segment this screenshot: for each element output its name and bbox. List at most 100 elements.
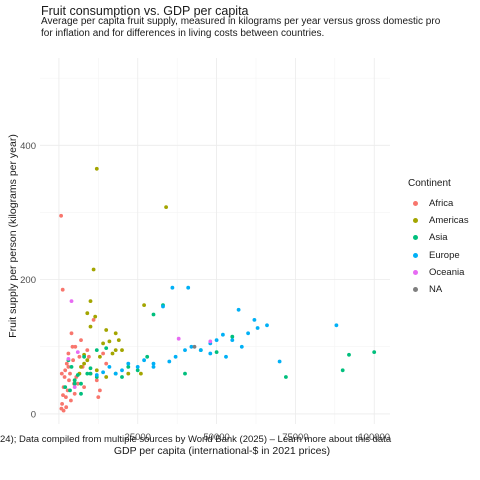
data-point-europe — [265, 323, 269, 328]
data-point-americas — [142, 303, 147, 307]
legend-label: NA — [429, 284, 443, 296]
data-point-americas — [139, 371, 143, 376]
data-point-europe — [252, 318, 257, 322]
data-point-asia — [68, 388, 72, 393]
subtitle-line-1: Average per capita fruit supply, measure… — [41, 16, 441, 27]
legend-label: Europe — [429, 249, 460, 261]
data-point-americas — [101, 341, 105, 346]
data-point-americas — [116, 338, 121, 342]
data-point-africa — [66, 351, 71, 356]
data-point-americas — [85, 358, 90, 363]
data-point-europe — [236, 307, 241, 312]
data-point-oceania — [176, 336, 181, 341]
data-point-asia — [126, 365, 131, 369]
data-point-africa — [77, 354, 82, 359]
data-point-americas — [91, 267, 96, 272]
y-tick-label: 200 — [20, 275, 36, 286]
data-point-americas — [85, 311, 90, 316]
data-point-africa — [82, 385, 86, 389]
data-point-africa — [70, 344, 75, 349]
data-point-na — [192, 344, 197, 349]
data-point-americas — [93, 314, 98, 319]
data-point-asia — [85, 371, 90, 376]
chart-title: Fruit consumption vs. GDP per capita — [41, 4, 249, 18]
data-point-americas — [104, 375, 109, 379]
data-point-asia — [284, 375, 288, 379]
data-point-africa — [61, 393, 65, 397]
data-point-europe — [120, 368, 124, 373]
data-point-europe — [167, 359, 172, 364]
data-point-africa — [69, 398, 73, 403]
legend-swatch — [413, 269, 418, 275]
data-point-americas — [88, 299, 93, 303]
legend-swatch — [413, 252, 418, 258]
data-point-asia — [79, 391, 83, 396]
legend-item-oceania: Oceania — [408, 264, 469, 281]
data-point-asia — [151, 312, 156, 317]
data-point-africa — [62, 375, 67, 379]
data-point-americas — [107, 339, 112, 344]
data-point-africa — [59, 371, 64, 376]
data-point-africa — [91, 318, 96, 322]
subtitle-line-2: for inflation and for differences in liv… — [41, 27, 325, 39]
data-point-asia — [88, 371, 93, 376]
data-point-europe — [142, 358, 147, 363]
data-point-asia — [72, 378, 77, 383]
x-axis-label: GDP per capita (international-$ in 2021 … — [114, 445, 330, 457]
data-point-africa — [68, 371, 72, 376]
data-point-africa — [75, 381, 80, 386]
data-point-oceania — [69, 299, 74, 303]
legend-item-europe: Europe — [408, 247, 469, 264]
data-point-europe — [113, 371, 118, 376]
legend-label: Africa — [429, 198, 454, 210]
data-point-africa — [98, 388, 102, 393]
data-point-asia — [214, 350, 219, 354]
data-point-asia — [82, 354, 86, 359]
data-point-europe — [224, 354, 228, 359]
data-point-africa — [101, 351, 105, 356]
data-point-asia — [145, 354, 150, 359]
data-point-asia — [88, 366, 93, 371]
data-point-europe — [189, 344, 194, 349]
data-point-europe — [208, 351, 213, 356]
data-point-africa — [69, 331, 74, 336]
y-tick-label: 0 — [31, 409, 36, 420]
data-point-africa — [104, 361, 109, 366]
data-point-europe — [101, 370, 105, 375]
data-point-europe — [198, 348, 203, 352]
data-point-oceania — [75, 350, 80, 354]
data-point-africa — [94, 378, 99, 383]
legend-label: Asia — [429, 232, 448, 244]
legend-item-asia: Asia — [408, 229, 469, 246]
data-point-europe — [334, 323, 339, 328]
data-point-europe — [173, 354, 178, 359]
legend-label: Americas — [429, 215, 469, 227]
data-point-americas — [88, 324, 93, 329]
legend-swatch — [413, 218, 418, 224]
y-axis-label: Fruit supply per person (kilograms per y… — [7, 134, 19, 338]
data-point-asia — [372, 350, 377, 354]
legend-swatch — [413, 235, 418, 241]
data-point-europe — [186, 285, 191, 290]
data-point-americas — [98, 354, 102, 359]
data-point-asia — [340, 368, 345, 373]
data-point-americas — [120, 348, 124, 352]
data-point-africa — [73, 344, 78, 349]
data-point-asia — [230, 334, 235, 339]
data-point-europe — [135, 365, 140, 369]
data-point-europe — [126, 361, 131, 366]
data-point-americas — [94, 166, 99, 171]
data-point-asia — [183, 371, 187, 376]
legend-label: Oceania — [429, 266, 465, 278]
data-point-europe — [239, 344, 244, 349]
data-point-africa — [64, 395, 68, 399]
data-point-oceania — [208, 339, 213, 344]
data-point-europe — [151, 361, 156, 366]
data-point-africa — [63, 368, 68, 373]
data-point-oceania — [66, 357, 71, 361]
data-point-africa — [72, 391, 77, 396]
legend-swatch — [413, 287, 418, 293]
data-point-americas — [79, 365, 83, 369]
data-point-americas — [113, 331, 118, 336]
